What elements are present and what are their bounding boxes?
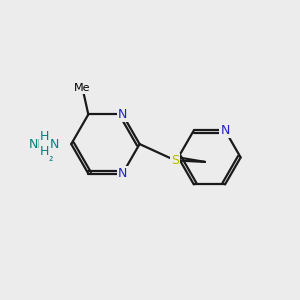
Text: N: N	[220, 124, 230, 137]
Text: H: H	[40, 130, 49, 143]
Text: H: H	[40, 145, 49, 158]
Text: N: N	[118, 167, 127, 180]
Text: NH: NH	[29, 138, 47, 151]
Text: Me: Me	[74, 83, 91, 93]
Text: S: S	[171, 154, 179, 167]
Text: N: N	[118, 108, 127, 121]
Text: N: N	[50, 138, 60, 151]
Text: ₂: ₂	[49, 153, 53, 163]
